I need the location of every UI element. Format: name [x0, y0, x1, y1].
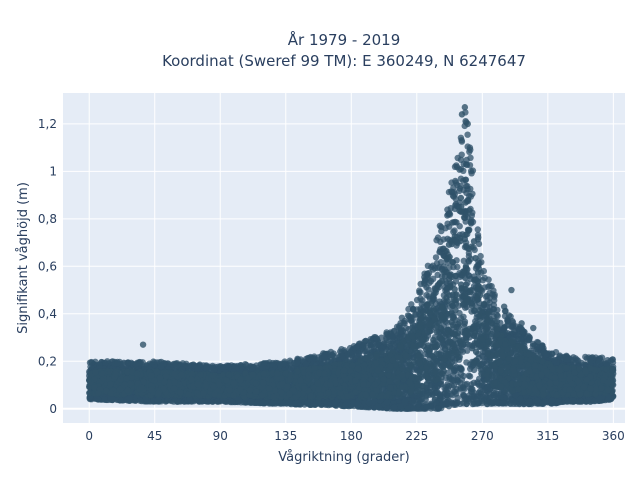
data-point	[582, 354, 588, 360]
chart-title-line1: År 1979 - 2019	[288, 30, 401, 49]
data-point	[444, 392, 450, 398]
data-point	[402, 318, 408, 324]
data-point	[538, 344, 544, 350]
data-point	[468, 168, 474, 174]
data-point	[430, 266, 436, 272]
data-point	[435, 234, 441, 240]
data-point	[467, 147, 473, 153]
data-point	[433, 254, 439, 260]
data-point	[469, 191, 475, 197]
data-point	[417, 289, 423, 295]
data-point	[383, 329, 389, 335]
chart-title-line2: Koordinat (Sweref 99 TM): E 360249, N 62…	[162, 52, 526, 70]
data-point	[475, 226, 481, 232]
data-point	[425, 286, 431, 292]
data-point	[462, 319, 468, 325]
